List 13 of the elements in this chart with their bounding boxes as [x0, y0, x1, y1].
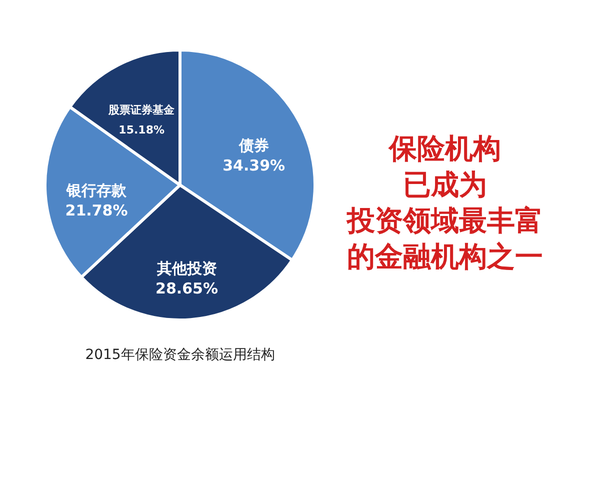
slice-label: 其他投资 — [156, 259, 217, 278]
text: 2015年保险资金余额运用结构 — [85, 347, 275, 363]
text: 投资领域最丰富 — [346, 204, 543, 237]
data-label: 34.39% — [222, 156, 286, 175]
text: 已成为 — [403, 168, 487, 201]
data-label: 15.18% — [118, 124, 164, 137]
slice-label: 债券 — [238, 136, 269, 155]
slice-label: 股票证券基金 — [108, 104, 176, 117]
data-label: 28.65% — [156, 279, 218, 298]
data-label: 21.78% — [65, 202, 128, 220]
text: 的金融机构之一 — [347, 240, 543, 273]
slice-label: 银行存款 — [65, 182, 128, 200]
text: 保险机构 — [388, 132, 501, 165]
